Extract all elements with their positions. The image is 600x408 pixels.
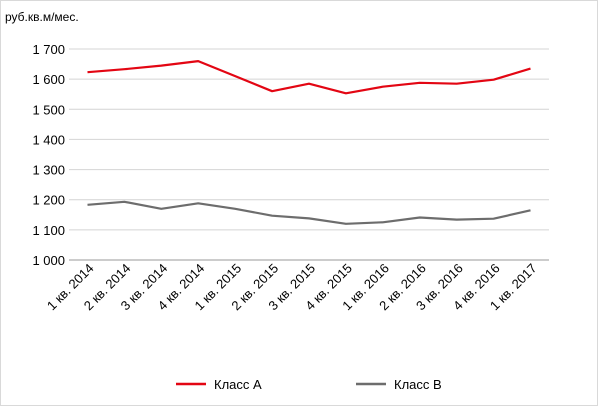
legend-label: Класс В [394, 377, 442, 392]
series-line [87, 200, 531, 225]
y-tick-label: 1 700 [32, 42, 65, 57]
y-tick-label: 1 200 [32, 193, 65, 208]
legend: Класс А Класс В [176, 377, 442, 392]
y-tick-label: 1 400 [32, 132, 65, 147]
series-line [87, 59, 531, 95]
y-unit-label: руб.кв.м/мес. [5, 10, 79, 24]
y-axis-ticks: 1 000 1 100 1 200 1 300 1 400 1 500 1 600 1 700 [32, 42, 65, 268]
y-tick-label: 1 600 [32, 72, 65, 87]
legend-label: Класс А [214, 377, 262, 392]
y-tick-label: 1 100 [32, 223, 65, 238]
y-tick-label: 1 500 [32, 102, 65, 117]
y-tick-label: 1 300 [32, 163, 65, 178]
y-tick-label: 1 000 [32, 253, 65, 268]
series-lines [87, 59, 531, 225]
grid-lines [69, 48, 549, 261]
